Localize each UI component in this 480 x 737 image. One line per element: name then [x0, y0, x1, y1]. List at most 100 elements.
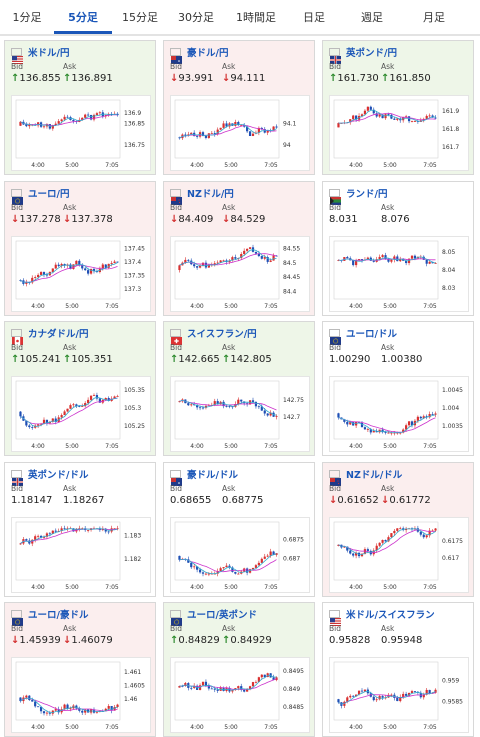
- candle-body: [428, 530, 431, 536]
- rate-card[interactable]: NZドル/ドル Bid Ask ↓0.61652 ↓0.61772 0.6175 0.617…: [322, 462, 474, 597]
- candle-body: [343, 546, 346, 548]
- rate-card[interactable]: 豪ドル/円 Bid Ask ↓93.991 ↓94.111 94.1 94 4:00 5:00 7…: [163, 40, 315, 175]
- candle-body: [263, 410, 266, 414]
- rate-card[interactable]: ユーロ/ドル Bid Ask 1.00290 1.00380 1.0045 1.004 1.0…: [322, 321, 474, 456]
- mini-chart-box[interactable]: 137.45 137.4 137.35 137.3 4:00 5:00 7:05: [11, 236, 151, 312]
- tab-1[interactable]: 5分足: [54, 0, 112, 34]
- candle-body: [272, 677, 275, 681]
- rate-card[interactable]: 米ドル/スイスフラン Bid Ask 0.95828 0.95948 0.959 0.958…: [322, 602, 474, 737]
- tab-7[interactable]: 月足: [423, 11, 445, 24]
- candle-body: [266, 130, 269, 133]
- candle-body: [178, 555, 181, 560]
- mini-chart-box[interactable]: 0.6875 0.687 4:00 5:00 7:05: [170, 517, 310, 593]
- pair-header[interactable]: ユーロ/ドル: [329, 326, 397, 345]
- pair-header[interactable]: 英ポンド/ドル: [11, 467, 89, 486]
- candle-body: [110, 113, 113, 115]
- candle-body: [366, 106, 369, 111]
- rate-card[interactable]: スイスフラン/円 Bid Ask ↑142.665 ↑142.805 142.75 142.…: [163, 321, 315, 456]
- pair-name[interactable]: NZドル/ドル: [346, 470, 403, 481]
- rate-card[interactable]: 米ドル/円 Bid Ask ↑136.855 ↑136.891 136.9 136.85 13…: [4, 40, 156, 175]
- pair-name[interactable]: NZドル/円: [187, 189, 234, 200]
- candle-body: [346, 546, 349, 551]
- candle-body: [87, 270, 90, 274]
- pair-header[interactable]: NZドル/ドル: [329, 467, 403, 486]
- pair-header[interactable]: スイスフラン/円: [170, 326, 257, 345]
- mini-chart-box[interactable]: 0.959 0.9585 4:00 5:00 7:05: [329, 657, 469, 733]
- rate-card[interactable]: ユーロ/英ポンド Bid Ask ↑0.84829 ↑0.84929 0.8495 0.84…: [163, 602, 315, 737]
- mini-chart-box[interactable]: 105.35 105.3 105.25 4:00 5:00 7:05: [11, 376, 151, 452]
- tab-3[interactable]: 30分足: [178, 11, 214, 24]
- mini-chart-box[interactable]: 142.75 142.7 4:00 5:00 7:05: [170, 376, 310, 452]
- pair-header[interactable]: 米ドル/スイスフラン: [329, 607, 435, 626]
- rate-card[interactable]: 豪ドル/ドル Bid Ask 0.68655 0.68775 0.6875 0.687 4:0…: [163, 462, 315, 597]
- mini-chart-box[interactable]: 0.8495 0.849 0.8485 4:00 5:00 7:05: [170, 657, 310, 733]
- mini-chart-box[interactable]: 1.461 1.4605 1.46 4:00 5:00 7:05: [11, 657, 151, 733]
- ask-value: ↓94.111: [222, 73, 266, 84]
- pair-name[interactable]: 米ドル/スイスフラン: [346, 610, 435, 621]
- pair-header[interactable]: 英ポンド/円: [329, 45, 397, 64]
- candle-body: [387, 537, 390, 542]
- rate-card[interactable]: ランド/円 Bid Ask 8.031 8.076 8.05 8.04 8.03 4:00 5:0…: [322, 181, 474, 316]
- pair-header[interactable]: NZドル/円: [170, 186, 234, 205]
- y-tick-label: 137.4: [124, 259, 141, 266]
- mini-chart-box[interactable]: 0.6175 0.617 4:00 5:00 7:05: [329, 517, 469, 593]
- candle-body: [95, 395, 99, 399]
- candle-body: [257, 406, 260, 408]
- pair-name[interactable]: ユーロ/円: [28, 189, 70, 200]
- y-tick-label: 136.9: [124, 110, 141, 117]
- pair-name[interactable]: 米ドル/円: [28, 48, 70, 59]
- pair-header[interactable]: カナダドル/円: [11, 326, 89, 345]
- pair-header[interactable]: 豪ドル/ドル: [170, 467, 238, 486]
- y-tick-label: 1.46: [124, 696, 138, 703]
- pair-name[interactable]: 英ポンド/円: [346, 48, 397, 59]
- pair-name[interactable]: 豪ドル/円: [187, 48, 229, 59]
- mini-chart-box[interactable]: 136.9 136.85 136.75 4:00 5:00 7:05: [11, 95, 151, 171]
- mini-chart-box[interactable]: 161.9 161.8 161.7 4:00 5:00 7:05: [329, 95, 469, 171]
- pair-name[interactable]: 豪ドル/ドル: [187, 470, 238, 481]
- pair-name[interactable]: スイスフラン/円: [187, 329, 257, 340]
- rate-card[interactable]: NZドル/円 Bid Ask ↓84.409 ↓84.529 84.55 84.5 84.45…: [163, 181, 315, 316]
- pair-header[interactable]: ユーロ/英ポンド: [170, 607, 257, 626]
- pair-name[interactable]: カナダドル/円: [28, 329, 89, 340]
- tab-6[interactable]: 週足: [361, 11, 383, 24]
- ask-label: Ask: [63, 484, 77, 493]
- bid-label: Bid: [11, 62, 23, 71]
- y-tick-label: 105.35: [124, 387, 145, 394]
- pair-header[interactable]: ランド/円: [329, 186, 388, 205]
- mini-chart-box[interactable]: 84.55 84.5 84.45 84.4 4:00 5:00 7:05: [170, 236, 310, 312]
- tab-5[interactable]: 日足: [303, 11, 325, 24]
- rate-card[interactable]: カナダドル/円 Bid Ask ↑105.241 ↑105.351 105.35 105.3…: [4, 321, 156, 456]
- mini-chart-box[interactable]: 94.1 94 4:00 5:00 7:05: [170, 95, 310, 171]
- ask-label: Ask: [381, 203, 395, 212]
- bid-value: 8.031: [329, 214, 358, 225]
- candle-body: [98, 398, 101, 403]
- chart-frame: [15, 240, 121, 300]
- pair-header[interactable]: ユーロ/豪ドル: [11, 607, 89, 626]
- pair-header[interactable]: 米ドル/円: [11, 45, 70, 64]
- rate-card[interactable]: ユーロ/円 Bid Ask ↓137.278 ↓137.378 137.45 137.4 13…: [4, 181, 156, 316]
- ma-short-line: [179, 399, 277, 416]
- candle-body: [405, 425, 408, 430]
- mini-chart-box[interactable]: 1.0045 1.004 1.0035 4:00 5:00 7:05: [329, 376, 469, 452]
- pair-name[interactable]: ユーロ/豪ドル: [28, 610, 89, 621]
- pair-name[interactable]: ユーロ/英ポンド: [187, 610, 257, 621]
- tab-0[interactable]: 1分足: [12, 11, 42, 24]
- candle-body: [399, 259, 402, 262]
- mini-chart-box[interactable]: 1.183 1.182 4:00 5:00 7:05: [11, 517, 151, 593]
- pair-name[interactable]: 英ポンド/ドル: [28, 470, 89, 481]
- rate-card[interactable]: ユーロ/豪ドル Bid Ask ↓1.45939 ↓1.46079 1.461 1.4605…: [4, 602, 156, 737]
- candle-body: [201, 407, 205, 409]
- tab-2[interactable]: 15分足: [122, 11, 158, 24]
- pair-header[interactable]: ユーロ/円: [11, 186, 70, 205]
- pair-header[interactable]: 豪ドル/円: [170, 45, 229, 64]
- candle-body: [337, 123, 340, 128]
- ask-label: Ask: [63, 62, 77, 71]
- pair-name[interactable]: ランド/円: [346, 189, 388, 200]
- tab-4[interactable]: 1時間足: [236, 11, 276, 24]
- rate-card[interactable]: 英ポンド/円 Bid Ask ↑161.730 ↑161.850 161.9 161.8 16…: [322, 40, 474, 175]
- mini-chart: 94.1 94 4:00 5:00 7:05: [174, 99, 297, 169]
- mini-chart-box[interactable]: 8.05 8.04 8.03 4:00 5:00 7:05: [329, 236, 469, 312]
- pair-name[interactable]: ユーロ/ドル: [346, 329, 397, 340]
- rate-card[interactable]: 英ポンド/ドル Bid Ask 1.18147 1.18267 1.183 1.182 4:0…: [4, 462, 156, 597]
- candle-body: [346, 421, 349, 425]
